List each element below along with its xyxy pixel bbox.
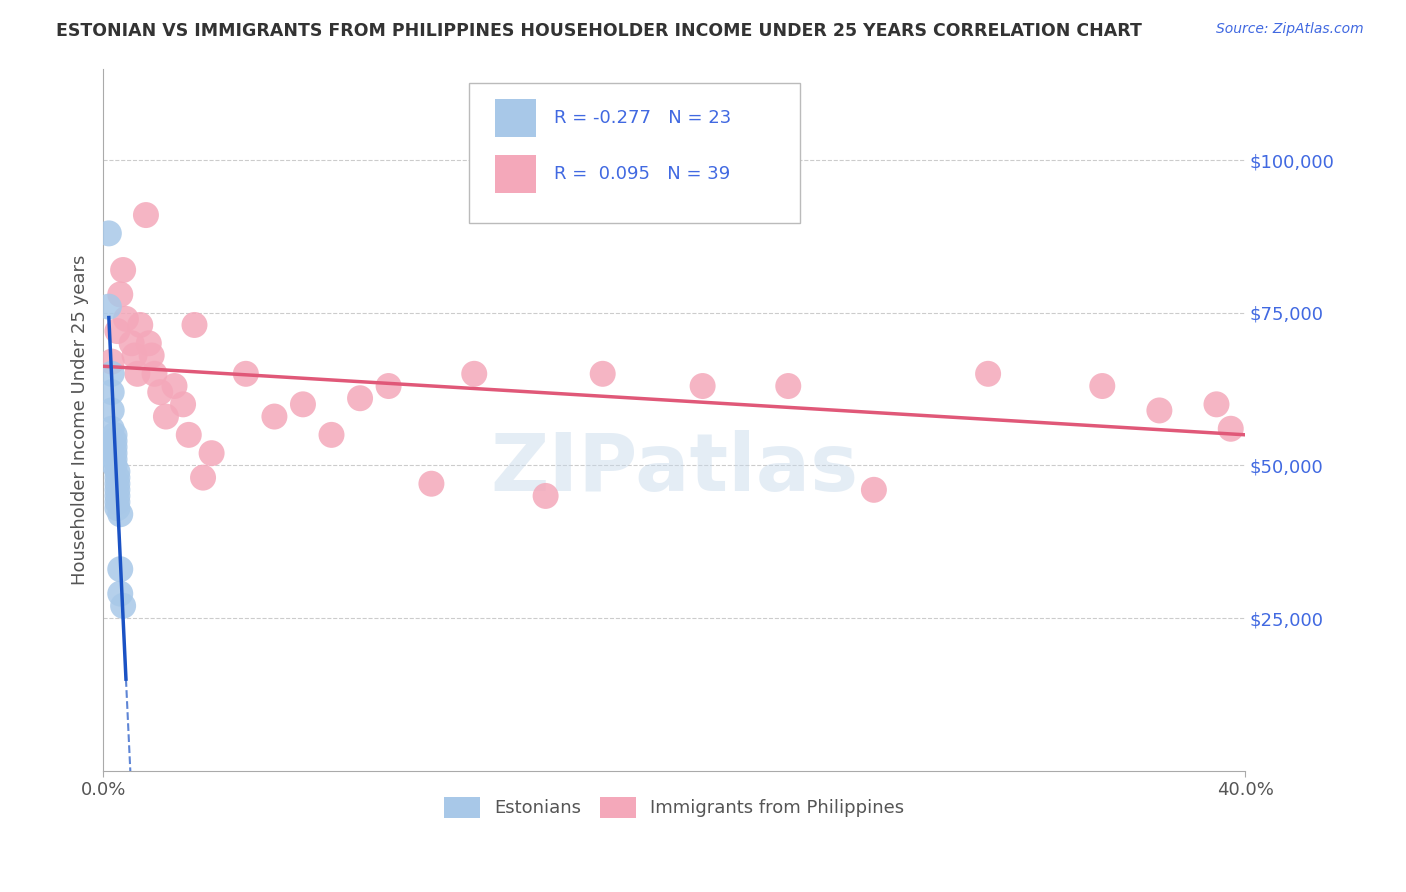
Point: [110, 508, 132, 522]
Text: ZIPatlas: ZIPatlas: [489, 430, 858, 508]
Point: [112, 263, 135, 277]
Point: [592, 367, 614, 381]
Point: [103, 428, 125, 442]
Point: [100, 385, 122, 400]
Text: R = -0.277   N = 23: R = -0.277 N = 23: [554, 109, 731, 127]
Point: [110, 287, 132, 301]
Point: [1219, 422, 1241, 436]
Point: [420, 476, 443, 491]
Point: [121, 336, 143, 351]
Point: [103, 434, 125, 448]
FancyBboxPatch shape: [468, 83, 800, 223]
Point: [1205, 397, 1227, 411]
Point: [107, 501, 129, 516]
Text: R =  0.095   N = 39: R = 0.095 N = 39: [554, 165, 731, 183]
Point: [155, 409, 177, 424]
Point: [149, 385, 172, 400]
Point: [349, 391, 371, 405]
Legend: Estonians, Immigrants from Philippines: Estonians, Immigrants from Philippines: [437, 789, 911, 825]
FancyBboxPatch shape: [495, 99, 536, 136]
Point: [1149, 403, 1171, 417]
Point: [138, 336, 160, 351]
Point: [201, 446, 224, 460]
Point: [778, 379, 800, 393]
Point: [463, 367, 485, 381]
Y-axis label: Householder Income Under 25 years: Householder Income Under 25 years: [72, 254, 89, 585]
Point: [129, 318, 152, 332]
Point: [107, 495, 129, 509]
Point: [135, 208, 157, 222]
FancyBboxPatch shape: [495, 155, 536, 193]
Point: [177, 428, 200, 442]
Point: [100, 403, 122, 417]
Point: [235, 367, 257, 381]
Point: [692, 379, 714, 393]
Point: [103, 458, 125, 473]
Point: [107, 324, 129, 338]
Point: [115, 311, 138, 326]
Point: [100, 354, 122, 368]
Point: [112, 599, 135, 613]
Point: [321, 428, 343, 442]
Point: [1091, 379, 1114, 393]
Point: [97, 227, 120, 241]
Point: [100, 422, 122, 436]
Text: Source: ZipAtlas.com: Source: ZipAtlas.com: [1216, 22, 1364, 37]
Point: [172, 397, 194, 411]
Point: [263, 409, 285, 424]
Point: [534, 489, 557, 503]
Point: [191, 470, 214, 484]
Point: [977, 367, 1000, 381]
Point: [377, 379, 399, 393]
Point: [141, 349, 163, 363]
Text: ESTONIAN VS IMMIGRANTS FROM PHILIPPINES HOUSEHOLDER INCOME UNDER 25 YEARS CORREL: ESTONIAN VS IMMIGRANTS FROM PHILIPPINES …: [56, 22, 1142, 40]
Point: [100, 367, 122, 381]
Point: [107, 476, 129, 491]
Point: [143, 367, 166, 381]
Point: [163, 379, 186, 393]
Point: [107, 470, 129, 484]
Point: [107, 465, 129, 479]
Point: [291, 397, 314, 411]
Point: [110, 586, 132, 600]
Point: [103, 440, 125, 454]
Point: [103, 452, 125, 467]
Point: [124, 349, 146, 363]
Point: [110, 562, 132, 576]
Point: [97, 300, 120, 314]
Point: [863, 483, 886, 497]
Point: [107, 483, 129, 497]
Point: [127, 367, 149, 381]
Point: [107, 489, 129, 503]
Point: [103, 446, 125, 460]
Point: [183, 318, 205, 332]
